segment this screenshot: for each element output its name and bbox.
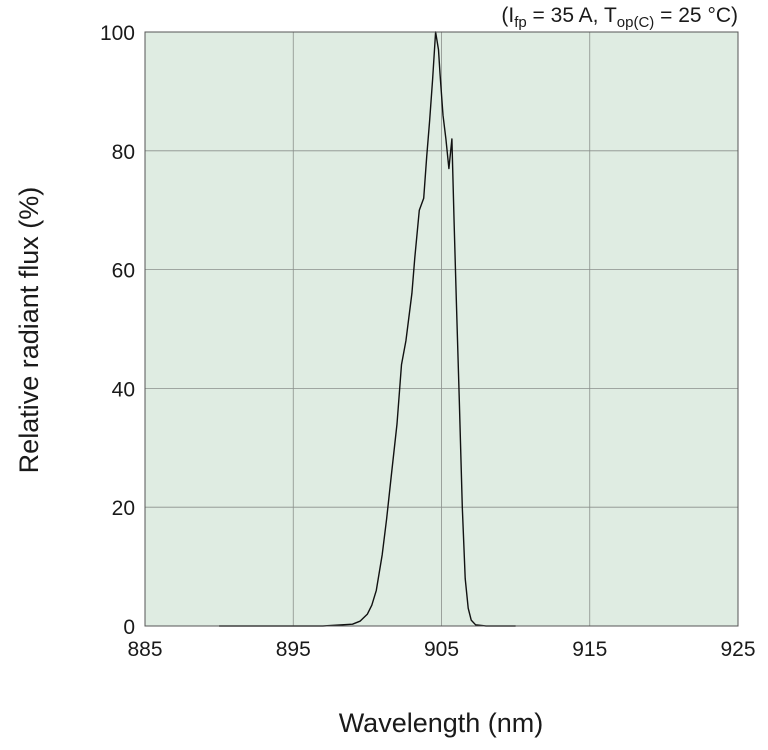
y-tick-label: 0 — [123, 616, 135, 639]
y-tick-label: 60 — [112, 260, 135, 283]
conditions-label: (Ifp = 35 A, Top(C) = 25 °C) — [501, 4, 738, 31]
grid — [145, 32, 738, 626]
y-tick-label: 20 — [112, 497, 135, 520]
x-tick-label: 885 — [127, 638, 162, 661]
y-tick-label: 80 — [112, 141, 135, 164]
plot-border — [144, 31, 739, 627]
tick-labels: 885 895 905 915 925 0 20 40 60 80 100 — [100, 22, 756, 661]
x-tick-label: 895 — [276, 638, 311, 661]
x-tick-label: 925 — [720, 638, 755, 661]
y-tick-label: 40 — [112, 378, 135, 401]
x-tick-label: 905 — [424, 638, 459, 661]
y-axis-title: Relative radiant flux (%) — [14, 187, 44, 474]
spectrum-line — [219, 31, 516, 627]
x-tick-label: 915 — [572, 638, 607, 661]
x-axis-title: Wavelength (nm) — [339, 708, 544, 738]
y-tick-label: 100 — [100, 22, 135, 45]
